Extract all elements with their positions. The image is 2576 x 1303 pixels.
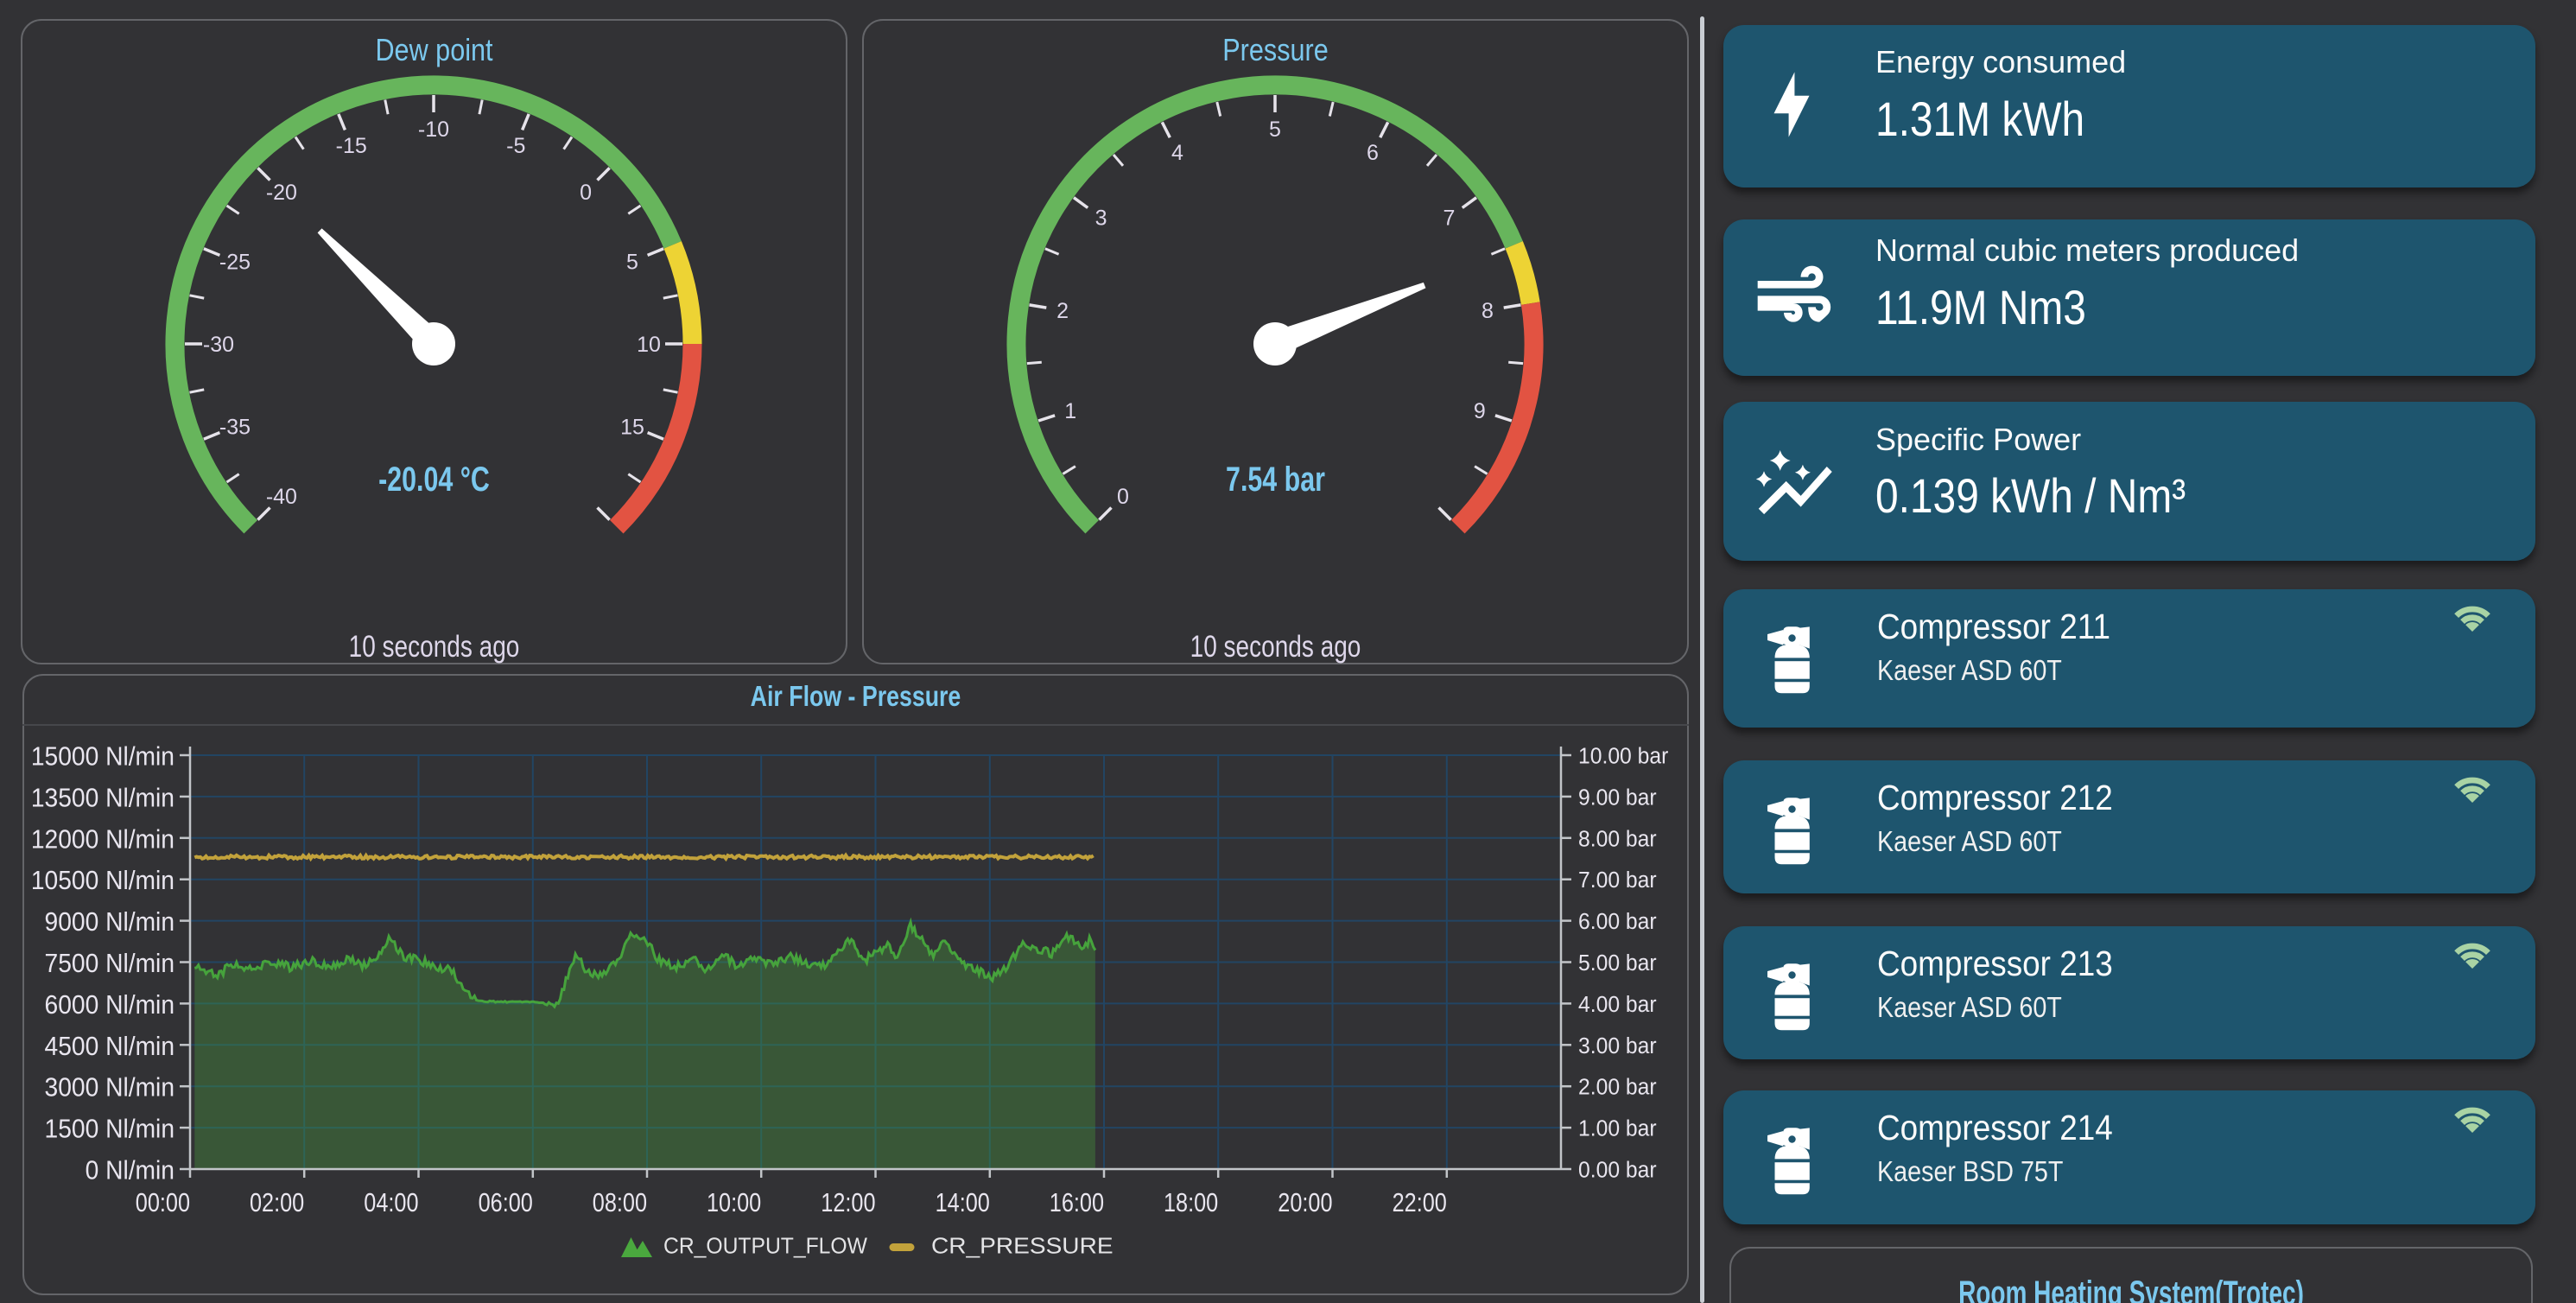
svg-text:0.00 bar: 0.00 bar	[1578, 1158, 1657, 1183]
svg-text:-20: -20	[266, 181, 297, 205]
svg-text:4: 4	[1171, 141, 1183, 165]
svg-text:16:00: 16:00	[1050, 1186, 1104, 1217]
svg-text:10:00: 10:00	[707, 1186, 761, 1217]
svg-text:3.00 bar: 3.00 bar	[1578, 1033, 1657, 1058]
svg-text:2.00 bar: 2.00 bar	[1578, 1075, 1657, 1100]
svg-text:6000 Nl/min: 6000 Nl/min	[45, 990, 174, 1020]
svg-text:4500 Nl/min: 4500 Nl/min	[45, 1032, 174, 1062]
svg-text:0 Nl/min: 0 Nl/min	[86, 1155, 174, 1185]
svg-text:2: 2	[1056, 299, 1069, 323]
svg-text:22:00: 22:00	[1393, 1186, 1447, 1217]
svg-text:0: 0	[1117, 485, 1129, 509]
svg-text:-10: -10	[418, 118, 449, 142]
svg-text:10.00 bar: 10.00 bar	[1578, 744, 1669, 769]
svg-text:1500 Nl/min: 1500 Nl/min	[45, 1114, 174, 1144]
svg-text:CR_PRESSURE: CR_PRESSURE	[931, 1233, 1114, 1258]
svg-text:02:00: 02:00	[250, 1186, 304, 1217]
svg-text:-30: -30	[203, 333, 234, 357]
svg-text:10500 Nl/min: 10500 Nl/min	[31, 866, 174, 896]
svg-text:12000 Nl/min: 12000 Nl/min	[31, 824, 174, 855]
svg-text:1.00 bar: 1.00 bar	[1578, 1116, 1657, 1141]
svg-text:CR_OUTPUT_FLOW: CR_OUTPUT_FLOW	[663, 1234, 867, 1259]
svg-text:7: 7	[1443, 207, 1455, 231]
svg-text:8: 8	[1482, 299, 1494, 323]
svg-text:9.00 bar: 9.00 bar	[1578, 785, 1657, 810]
svg-text:6.00 bar: 6.00 bar	[1578, 910, 1657, 935]
svg-text:08:00: 08:00	[593, 1186, 647, 1217]
svg-text:12:00: 12:00	[821, 1186, 875, 1217]
svg-text:-35: -35	[219, 415, 251, 439]
svg-text:6: 6	[1367, 141, 1379, 165]
svg-text:9000 Nl/min: 9000 Nl/min	[45, 907, 174, 938]
svg-text:5.00 bar: 5.00 bar	[1578, 950, 1657, 976]
svg-text:13500 Nl/min: 13500 Nl/min	[31, 783, 174, 813]
svg-text:5: 5	[1269, 118, 1281, 142]
svg-text:10: 10	[637, 333, 661, 357]
svg-text:7.00 bar: 7.00 bar	[1578, 868, 1657, 893]
svg-text:15000 Nl/min: 15000 Nl/min	[31, 741, 174, 772]
svg-text:-15: -15	[336, 134, 367, 158]
svg-text:7500 Nl/min: 7500 Nl/min	[45, 949, 174, 979]
svg-text:-5: -5	[506, 134, 525, 158]
svg-text:20:00: 20:00	[1278, 1186, 1332, 1217]
svg-text:-25: -25	[219, 251, 251, 275]
svg-text:9: 9	[1474, 399, 1486, 423]
svg-text:14:00: 14:00	[936, 1186, 990, 1217]
svg-text:3000 Nl/min: 3000 Nl/min	[45, 1073, 174, 1103]
svg-text:06:00: 06:00	[479, 1186, 533, 1217]
svg-text:8.00 bar: 8.00 bar	[1578, 827, 1657, 852]
svg-text:3: 3	[1095, 207, 1107, 231]
svg-text:5: 5	[626, 251, 638, 275]
svg-text:18:00: 18:00	[1164, 1186, 1218, 1217]
svg-text:-40: -40	[266, 485, 297, 509]
svg-text:04:00: 04:00	[364, 1186, 418, 1217]
svg-text:0: 0	[580, 181, 592, 205]
svg-text:1: 1	[1064, 399, 1076, 423]
svg-text:4.00 bar: 4.00 bar	[1578, 992, 1657, 1017]
svg-text:00:00: 00:00	[136, 1186, 190, 1217]
svg-text:15: 15	[620, 415, 644, 439]
